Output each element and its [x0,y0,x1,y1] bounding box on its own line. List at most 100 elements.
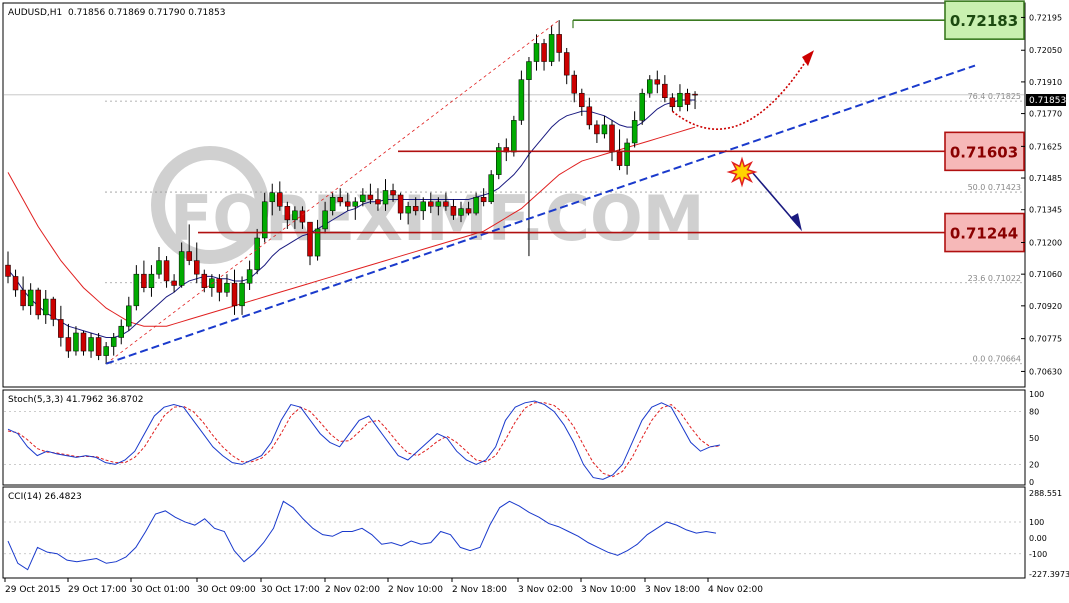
candle-bull [103,346,109,356]
candle-bear [654,79,661,85]
stoch-main-line [7,400,721,480]
ma-slow-line [7,126,696,327]
candle-bear [50,298,57,320]
candle-bear [579,92,585,108]
price-tick-label: 0.71770 [1029,110,1062,119]
candle-bull [27,289,34,307]
candle-bull [269,192,275,203]
cci-header: CCI(14) 26.4823 [8,492,82,502]
candle-bull [677,92,683,108]
candle-bull [224,282,230,293]
candle-bear [465,208,472,214]
candle-bear [284,206,291,221]
candle-bull [126,305,132,327]
candle-bull [178,251,185,286]
cci-tick-label: -100 [1029,550,1047,559]
candle-bull [156,260,162,275]
fib-trend-line [105,19,560,365]
candle-bull [118,325,124,338]
candle-bear [186,251,192,261]
break-arrow-head [790,213,802,232]
candle-bull [435,201,442,207]
candle-bull [526,61,532,80]
candle-bull [352,201,359,207]
candle-bull [647,79,653,94]
current-price-tag [1026,94,1066,106]
candle-bear [684,92,691,105]
candle-bear [428,201,434,207]
candle-bear [412,206,419,212]
candle-bear [163,260,170,282]
candle-bull [488,174,494,203]
candle-bear [397,194,404,214]
candle-bull [518,79,525,121]
candle-bull [601,124,608,135]
candle-bear [80,332,87,352]
level-box-label: 0.71603 [950,143,1018,161]
candle-bull [239,282,245,307]
fib-label: 23.6 0.71022 [968,274,1021,283]
candle-bull [458,208,464,216]
candle-bull [533,43,540,62]
candle-bear [95,337,102,356]
stoch-tick-label: 20 [1029,460,1039,469]
price-tick-label: 0.71485 [1029,174,1062,183]
x-tick-label: 30 Oct 01:00 [131,585,190,595]
cci-tick-label: 288.551 [1029,489,1062,498]
price-tick-label: 0.71060 [1029,270,1062,279]
candle-bear [609,124,615,153]
candle-bull [254,237,260,270]
bounce-arrow-path [671,54,811,130]
candle-bear [450,206,457,216]
candle-bear [12,276,19,291]
x-tick-label: 29 Oct 17:00 [68,585,127,595]
price-tick-label: 0.70775 [1029,335,1062,344]
fib-label: 76.4 0.71825 [968,92,1021,101]
candle-bull [110,337,117,347]
breakout-burst-icon [726,156,758,188]
stoch-panel-frame [2,389,1026,486]
candle-bear [35,289,41,316]
candle-bull [329,197,336,212]
candle-bull [496,147,502,175]
price-tick-label: 0.71345 [1029,206,1062,215]
candle-bear [563,52,570,76]
candle-bear [669,97,676,108]
x-tick-label: 2 Nov 02:00 [325,585,380,595]
candle-bear [586,106,593,126]
cci-tick-label: -227.3973 [1029,570,1069,579]
level-box-label: 0.71244 [950,225,1018,243]
candle-bear [194,260,200,275]
candle-bull [322,210,328,230]
price-tick-label: 0.70630 [1029,367,1062,376]
price-tick-label: 0.72195 [1029,13,1062,22]
main-panel-frame [2,2,1026,388]
fib-label: 0.0 0.70664 [973,355,1021,364]
candle-bull [420,201,426,212]
candle-bull [314,228,321,257]
candle-bear [556,34,562,53]
price-tick-label: 0.70920 [1029,302,1062,311]
candle-bear [662,83,668,98]
watermark-text: FOREXIMF.COM [170,182,704,255]
level-box [944,212,1025,253]
candle-bear [5,264,11,277]
bounce-arrow-head [802,50,814,67]
x-tick-label: 3 Nov 02:00 [518,585,573,595]
x-tick-label: 29 Oct 2015 [5,585,61,595]
candle-bear [375,199,381,205]
stoch-tick-label: 80 [1029,408,1039,417]
current-price-text: 0.71853 [1029,96,1066,106]
ohlc-header: 0.71856 0.71869 0.71790 0.71853 [68,8,225,18]
candle-bear [616,151,623,166]
level-box-label: 0.72183 [950,12,1018,30]
x-tick-label: 3 Nov 10:00 [581,585,636,595]
x-tick-label: 30 Oct 09:00 [197,585,256,595]
break-arrow-line [751,171,799,227]
candle-bear [216,278,223,293]
cci-tick-label: 100 [1029,518,1044,527]
candle-bear [692,93,698,96]
fib-label: 50.0 0.71423 [968,183,1021,192]
candle-bear [571,74,577,94]
